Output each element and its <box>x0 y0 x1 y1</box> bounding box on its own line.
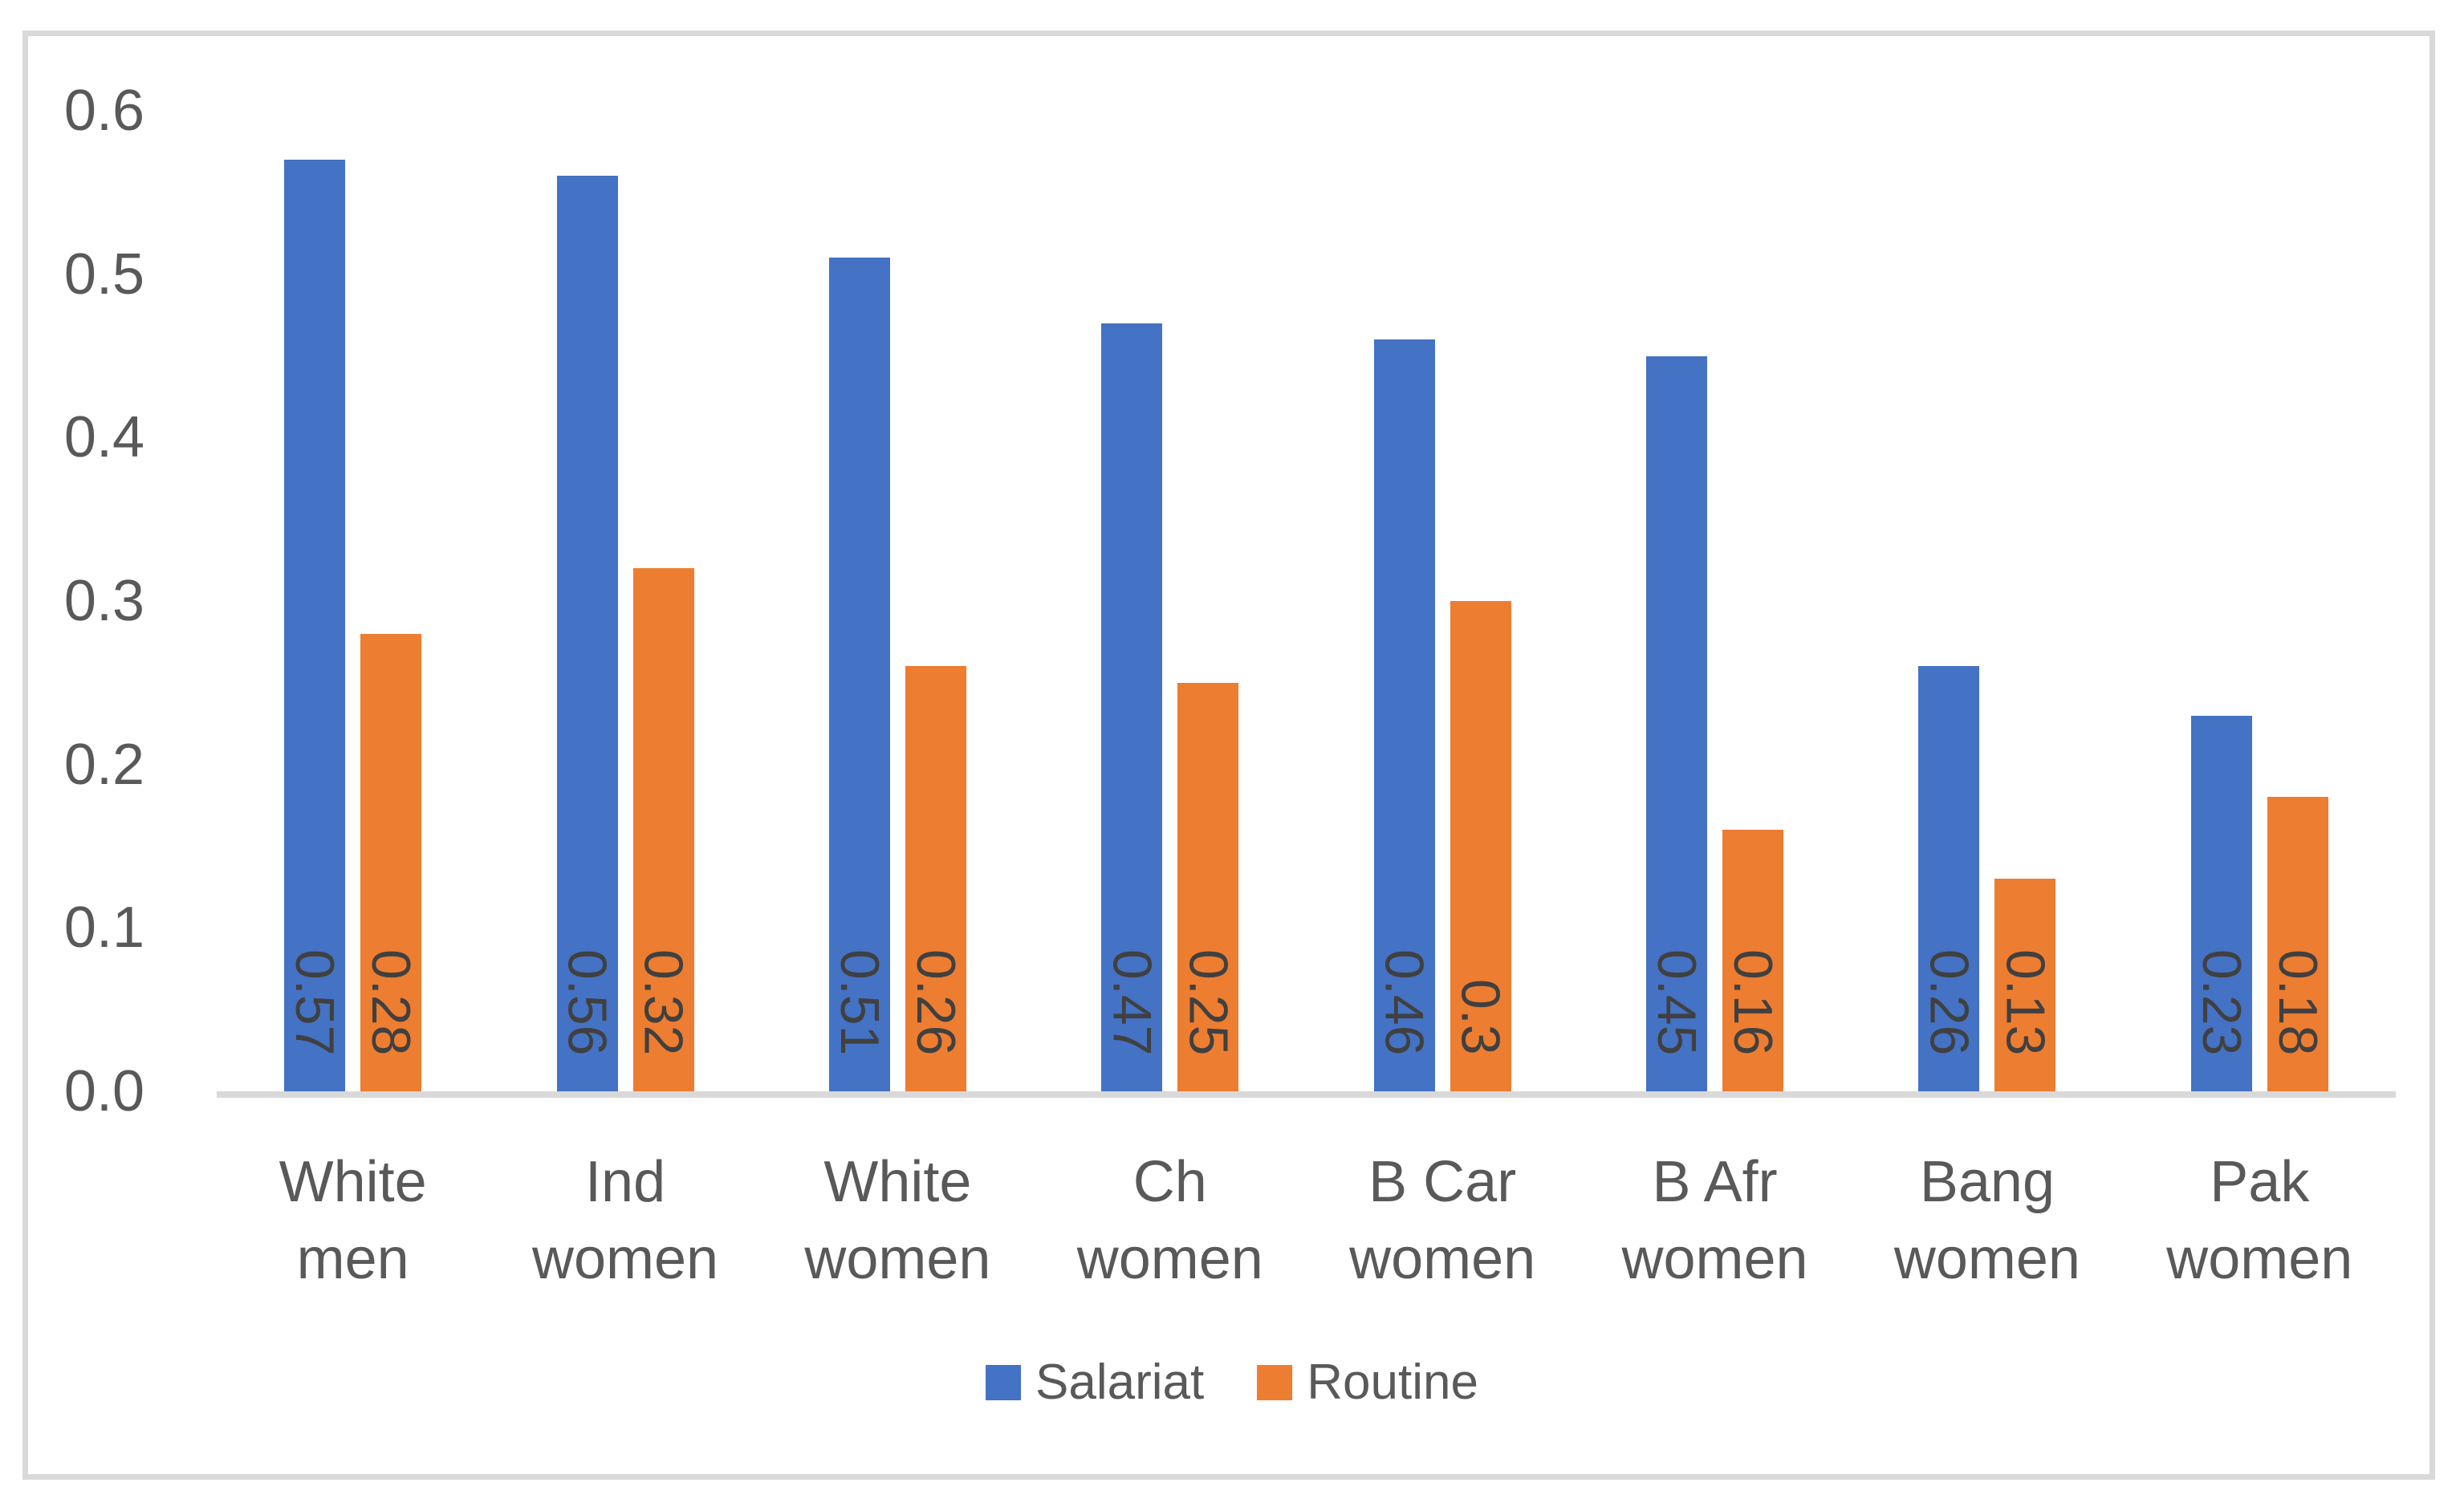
legend-item-routine: Routine <box>1257 1358 1478 1408</box>
legend-label-salariat: Salariat <box>1035 1355 1205 1410</box>
category-group-white-men: 0.57 0.28 <box>217 111 489 1091</box>
bar-routine-ch-women: 0.25 <box>1177 682 1239 1091</box>
bar-salariat-ind-women: 0.56 <box>556 176 618 1091</box>
y-tick-label-0-6: 0.6 <box>63 79 144 143</box>
bar-value-label: 0.26 <box>1918 949 1980 1055</box>
bar-value-label: 0.57 <box>284 949 346 1055</box>
x-category-label-b-car-women: B Car women <box>1349 1150 1536 1291</box>
bar-salariat-b-afr-women: 0.45 <box>1646 355 1708 1091</box>
bar-routine-white-men: 0.28 <box>360 633 422 1091</box>
bar-value-label: 0.3 <box>1450 979 1511 1055</box>
bar-value-label: 0.32 <box>632 949 694 1055</box>
bar-value-label: 0.13 <box>1994 949 2056 1055</box>
x-category-label-ind-women: Ind women <box>532 1150 719 1291</box>
y-tick-label-0-3: 0.3 <box>63 569 144 633</box>
legend-swatch-salariat <box>986 1365 1022 1400</box>
bar-routine-white-women: 0.26 <box>905 666 966 1091</box>
bar-salariat-pak-women: 0.23 <box>2190 715 2252 1091</box>
y-tick-label-0-5: 0.5 <box>63 242 144 307</box>
legend-item-salariat: Salariat <box>986 1358 1204 1408</box>
bar-value-label: 0.56 <box>556 949 618 1055</box>
legend: Salariat Routine <box>986 1358 1478 1408</box>
bar-salariat-bang-women: 0.26 <box>1918 666 1980 1091</box>
y-tick-label-0-2: 0.2 <box>63 732 144 797</box>
category-group-bang-women: 0.26 0.13 <box>1851 111 2123 1091</box>
category-group-ch-women: 0.47 0.25 <box>1034 111 1306 1091</box>
x-category-label-white-men: White men <box>279 1150 427 1291</box>
plot-area: 0.57 0.28 0.56 0.32 0.51 0.26 0.47 0.25 0.46 0.3 0… <box>217 111 2396 1091</box>
bar-salariat-b-car-women: 0.46 <box>1373 339 1435 1091</box>
bar-routine-bang-women: 0.13 <box>1994 879 2056 1091</box>
legend-swatch-routine <box>1257 1365 1293 1400</box>
x-category-label-white-women: White women <box>804 1150 991 1291</box>
bar-value-label: 0.26 <box>905 949 966 1055</box>
bar-routine-pak-women: 0.18 <box>2267 797 2328 1091</box>
x-category-label-pak-women: Pak women <box>2166 1150 2353 1291</box>
x-axis-line <box>217 1091 2396 1098</box>
bar-value-label: 0.47 <box>1101 949 1163 1055</box>
bar-value-label: 0.18 <box>2267 949 2328 1055</box>
bar-value-label: 0.51 <box>828 949 890 1055</box>
y-tick-label-0-4: 0.4 <box>63 405 144 470</box>
y-tick-label-0-0: 0.0 <box>63 1059 144 1123</box>
bar-value-label: 0.23 <box>2190 949 2252 1055</box>
category-group-ind-women: 0.56 0.32 <box>489 111 761 1091</box>
x-category-label-ch-women: Ch women <box>1076 1150 1263 1291</box>
bar-salariat-ch-women: 0.47 <box>1101 323 1163 1091</box>
category-group-b-afr-women: 0.45 0.16 <box>1579 111 1851 1091</box>
bar-value-label: 0.25 <box>1177 949 1239 1055</box>
bar-value-label: 0.16 <box>1722 949 1784 1055</box>
bar-salariat-white-women: 0.51 <box>828 258 890 1091</box>
x-category-label-bang-women: Bang women <box>1893 1150 2080 1291</box>
bar-routine-b-car-women: 0.3 <box>1450 601 1511 1091</box>
legend-label-routine: Routine <box>1307 1355 1478 1410</box>
category-group-white-women: 0.51 0.26 <box>762 111 1034 1091</box>
y-tick-label-0-1: 0.1 <box>63 896 144 961</box>
bar-value-label: 0.46 <box>1373 949 1435 1055</box>
bar-routine-b-afr-women: 0.16 <box>1722 830 1784 1091</box>
category-group-b-car-women: 0.46 0.3 <box>1307 111 1579 1091</box>
x-category-label-b-afr-women: B Afr women <box>1621 1150 1808 1291</box>
category-group-pak-women: 0.23 0.18 <box>2124 111 2396 1091</box>
bar-salariat-white-men: 0.57 <box>284 160 346 1091</box>
bar-value-label: 0.45 <box>1646 949 1708 1055</box>
bar-routine-ind-women: 0.32 <box>632 568 694 1091</box>
bar-value-label: 0.28 <box>360 949 422 1055</box>
